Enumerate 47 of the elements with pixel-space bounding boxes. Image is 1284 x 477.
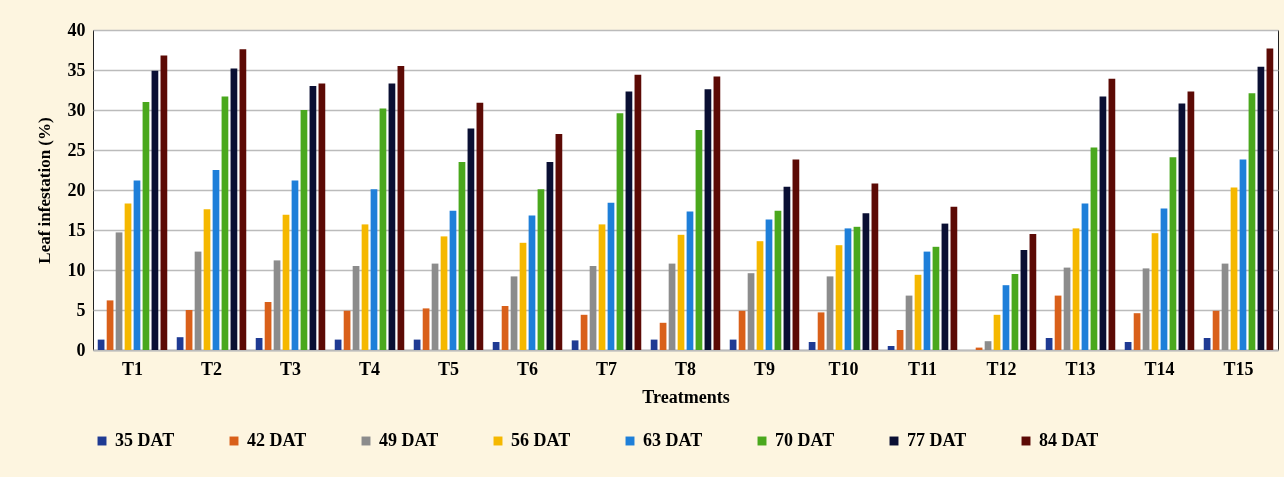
bar [817, 312, 825, 350]
y-tick-label: 15 [67, 219, 86, 240]
x-tick-label: T4 [358, 358, 381, 379]
x-tick-label: T10 [828, 358, 859, 379]
y-axis-title: Leaf infestation (%) [34, 117, 54, 264]
bar [984, 341, 992, 350]
legend-label: 56 DAT [511, 430, 571, 450]
legend-label: 77 DAT [907, 430, 967, 450]
x-tick-label: T5 [437, 358, 460, 379]
bar [176, 337, 184, 350]
x-tick-label: T8 [674, 358, 697, 379]
y-tick-label: 25 [67, 139, 86, 160]
bar [273, 260, 281, 350]
bar [1133, 313, 1141, 350]
bar [1142, 268, 1150, 350]
bar [422, 308, 430, 350]
bar [826, 276, 834, 350]
legend-label: 70 DAT [775, 430, 835, 450]
legend-label: 63 DAT [643, 430, 703, 450]
bar [106, 300, 114, 350]
bar [571, 340, 579, 350]
y-tick-label: 10 [67, 259, 86, 280]
x-tick-label: T3 [279, 358, 302, 379]
legend-label: 84 DAT [1039, 430, 1099, 450]
y-tick-label: 30 [67, 99, 86, 120]
legend-label: 35 DAT [115, 430, 175, 450]
y-tick-label: 0 [76, 339, 86, 360]
legend-label: 49 DAT [379, 430, 439, 450]
x-tick-label: T13 [1065, 358, 1096, 379]
x-tick-label: T6 [516, 358, 539, 379]
y-tick-label: 35 [67, 59, 86, 80]
legend-label: 42 DAT [247, 430, 307, 450]
bar [510, 276, 518, 350]
x-tick-label: T1 [121, 358, 144, 379]
x-tick-label: T15 [1223, 358, 1254, 379]
x-tick-label: T14 [1144, 358, 1175, 379]
x-tick-label: T7 [595, 358, 618, 379]
x-tick-label: T12 [986, 358, 1017, 379]
x-tick-label: T11 [907, 358, 938, 379]
x-axis-title: Treatments [642, 386, 730, 407]
x-tick-label: T9 [753, 358, 776, 379]
y-tick-label: 5 [76, 299, 86, 320]
bar [115, 232, 123, 350]
bar [440, 236, 448, 350]
y-tick-label: 20 [67, 179, 86, 200]
y-tick-label: 40 [67, 19, 86, 40]
x-tick-label: T2 [200, 358, 223, 379]
